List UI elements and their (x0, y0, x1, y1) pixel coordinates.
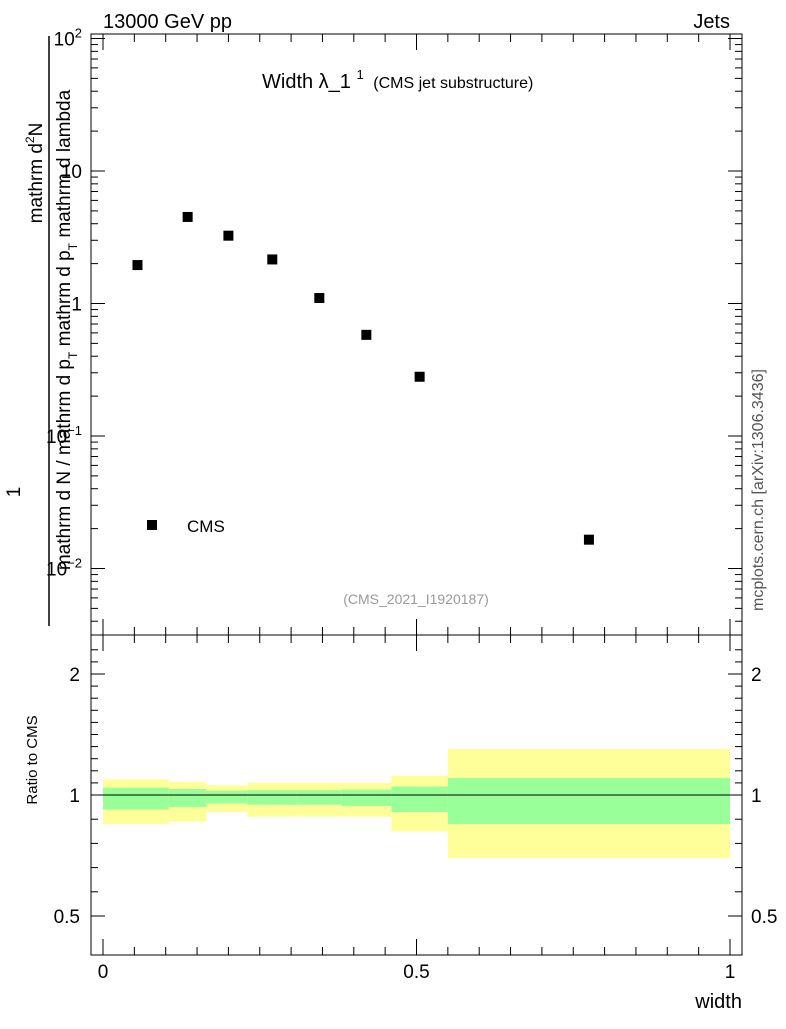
ratio-band-inner (447, 778, 730, 825)
ratio-band-inner (103, 787, 169, 810)
ratio-y-tick-label-right: 1 (751, 786, 762, 807)
legend-marker (147, 520, 157, 530)
y-label-numerator: mathrm d2N (23, 123, 47, 224)
ratio-band-inner (168, 788, 207, 808)
ratio-y-tick-label-right: 2 (751, 665, 762, 686)
y-label-denominator: mathrm d N / mathrm d pT mathrm d pT mat… (54, 89, 80, 570)
data-point (583, 534, 594, 545)
ratio-band-inner (391, 786, 448, 812)
main-y-tick-label: 10−2 (46, 556, 82, 581)
ratio-y-tick-label-left: 1 (69, 786, 80, 807)
plot-title: Width λ_1 1 (CMS jet substructure) (262, 62, 533, 93)
data-point (314, 293, 325, 304)
main-y-tick-label: 10−1 (46, 423, 82, 448)
x-tick-label: 1 (725, 962, 736, 983)
header-energy-label: 13000 GeV pp (103, 11, 232, 33)
data-point (361, 329, 372, 340)
ratio-y-axis-label: Ratio to CMS (24, 715, 41, 804)
ratio-y-tick-label-left: 2 (69, 665, 80, 686)
plot-title-superscript: 1 (357, 67, 364, 82)
x-axis-label: width (694, 991, 742, 1013)
data-point (132, 260, 143, 271)
main-y-axis-label: 1 mathrm d2N mathrm d N / mathrm d pT ma… (4, 36, 80, 626)
axis-ticks (91, 34, 742, 955)
y-label-one: 1 (4, 487, 25, 498)
data-point (223, 230, 234, 241)
header-process-label: Jets (693, 11, 730, 33)
data-points (132, 211, 594, 545)
legend-label: CMS (187, 517, 225, 536)
data-point (182, 211, 193, 222)
plot-title-main: Width λ_1 (262, 71, 351, 93)
x-tick-label: 0 (98, 962, 109, 983)
ratio-band-inner (297, 790, 342, 805)
data-point (267, 254, 278, 265)
analysis-label: (CMS_2021_I1920187) (343, 591, 489, 607)
ratio-bands (103, 749, 730, 858)
main-plot-frame (90, 33, 743, 636)
main-y-tick-label: 1 (71, 295, 82, 316)
data-point (414, 371, 425, 382)
plot-title-sub: (CMS jet substructure) (373, 75, 533, 92)
ratio-band-inner (206, 790, 248, 804)
ratio-y-tick-label-right: 0.5 (751, 907, 777, 928)
main-y-tick-label: 10 (61, 162, 82, 183)
ratio-y-tick-label-left: 0.5 (54, 907, 80, 928)
main-y-tick-label: 102 (54, 26, 82, 51)
ratio-band-inner (341, 789, 392, 806)
side-credit-label: mcplots.cern.ch [arXiv:1306.3436] (750, 369, 767, 611)
ratio-band-inner (247, 790, 298, 805)
x-tick-label: 0.5 (403, 962, 429, 983)
axis-tick-labels: 10−2 10−1 1 10 102 0.5 0.5 1 1 2 2 0 0.5 1 (46, 26, 777, 984)
